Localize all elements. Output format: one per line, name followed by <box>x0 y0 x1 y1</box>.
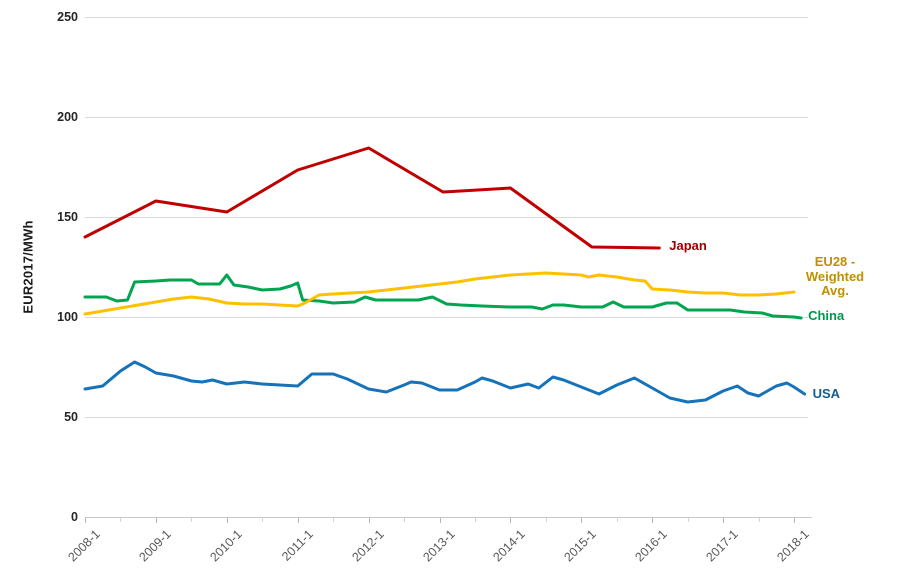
y-tick-label: 50 <box>64 410 78 424</box>
y-tick-label: 100 <box>57 310 78 324</box>
y-axis-title: EUR2017/MWh <box>20 220 36 314</box>
series-line-usa <box>83 360 807 404</box>
series-label-japan: Japan <box>669 238 707 253</box>
y-tick-label: 150 <box>57 210 78 224</box>
series-label-china: China <box>808 308 845 323</box>
series-label-usa: USA <box>812 386 841 401</box>
series-label-eu28: EU28 - Weighted Avg. <box>805 254 865 298</box>
series-line-japan <box>83 146 661 250</box>
y-tick-label: 250 <box>57 10 78 24</box>
series-line-china <box>83 273 803 320</box>
y-tick-label: 0 <box>71 510 78 524</box>
y-tick-label: 200 <box>57 110 78 124</box>
series-line-eu28 <box>83 271 796 316</box>
